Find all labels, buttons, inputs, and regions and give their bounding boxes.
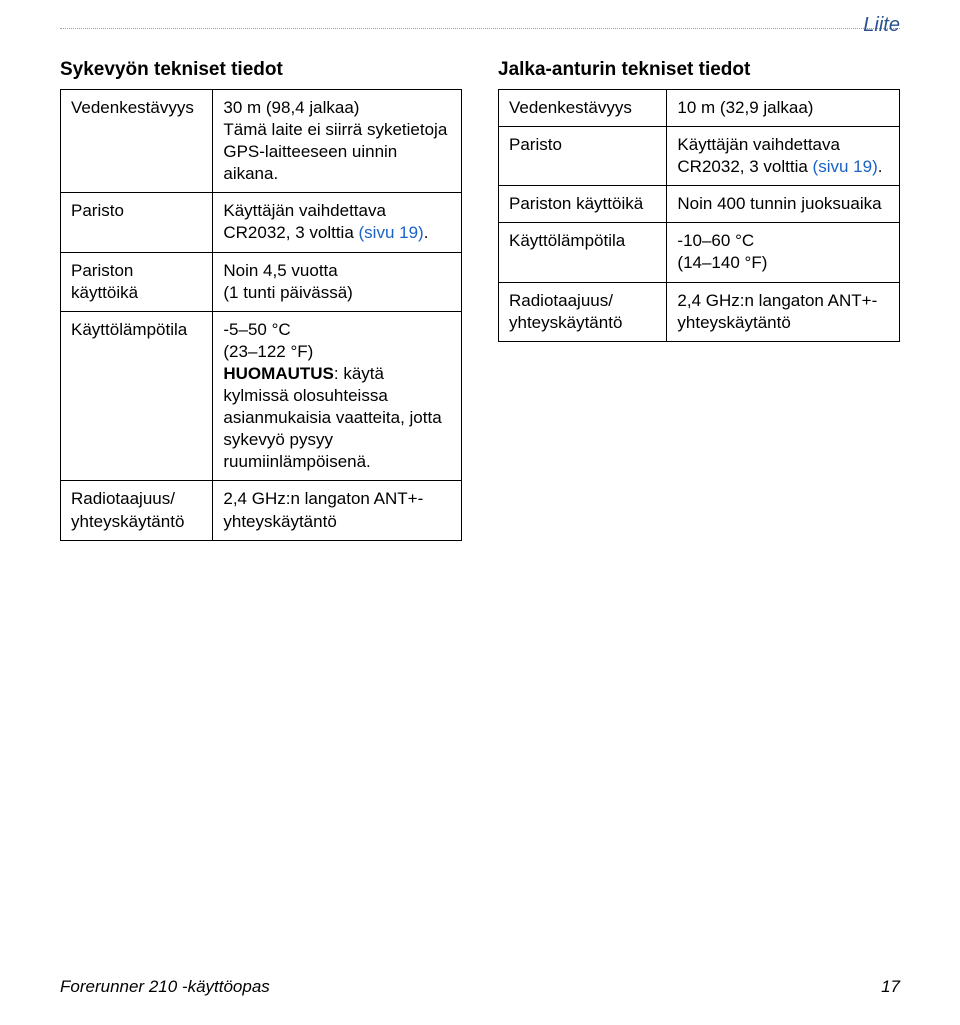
- right-column: Jalka-anturin tekniset tiedot Vedenkestä…: [498, 59, 900, 541]
- spec-key: Radiotaajuus/yhteyskäytäntö: [499, 282, 667, 341]
- table-row: Vedenkestävyys 10 m (32,9 jalkaa): [499, 90, 900, 127]
- right-spec-table: Vedenkestävyys 10 m (32,9 jalkaa) Parist…: [498, 89, 900, 342]
- value-suffix: .: [424, 223, 429, 242]
- table-row: Paristo Käyttäjän vaihdettava CR2032, 3 …: [499, 127, 900, 186]
- left-table-title: Sykevyön tekniset tiedot: [60, 59, 462, 81]
- table-row: Radiotaajuus/yhteyskäytäntö 2,4 GHz:n la…: [61, 481, 462, 540]
- value-pre: -5–50 °C(23–122 °F): [223, 320, 313, 361]
- spec-value: 2,4 GHz:n langaton ANT+-yhteyskäytäntö: [213, 481, 462, 540]
- table-row: Pariston käyttöikä Noin 400 tunnin juoks…: [499, 186, 900, 223]
- spec-value: 30 m (98,4 jalkaa)Tämä laite ei siirrä s…: [213, 90, 462, 193]
- spec-key: Käyttölämpötila: [61, 311, 213, 481]
- spec-value: Käyttäjän vaihdettava CR2032, 3 volttia …: [213, 193, 462, 252]
- spec-key: Käyttölämpötila: [499, 223, 667, 282]
- header-dotted-line: [60, 28, 900, 29]
- spec-value: 2,4 GHz:n langaton ANT+-yhteyskäytäntö: [667, 282, 900, 341]
- note-label: HUOMAUTUS: [223, 364, 334, 383]
- page-number: 17: [881, 977, 900, 997]
- spec-key: Pariston käyttöikä: [499, 186, 667, 223]
- spec-key: Pariston käyttöikä: [61, 252, 213, 311]
- left-spec-table: Vedenkestävyys 30 m (98,4 jalkaa)Tämä la…: [60, 89, 462, 541]
- spec-value: -10–60 °C(14–140 °F): [667, 223, 900, 282]
- table-row: Pariston käyttöikä Noin 4,5 vuotta(1 tun…: [61, 252, 462, 311]
- page-ref-link[interactable]: (sivu 19): [813, 157, 878, 176]
- page-footer: Forerunner 210 -käyttöopas 17: [60, 977, 900, 997]
- page-root: Liite Sykevyön tekniset tiedot Vedenkest…: [0, 0, 960, 1025]
- spec-key: Vedenkestävyys: [499, 90, 667, 127]
- table-row: Paristo Käyttäjän vaihdettava CR2032, 3 …: [61, 193, 462, 252]
- doc-title: Forerunner 210 -käyttöopas: [60, 977, 270, 997]
- table-row: Vedenkestävyys 30 m (98,4 jalkaa)Tämä la…: [61, 90, 462, 193]
- table-row: Käyttölämpötila -5–50 °C(23–122 °F) HUOMA…: [61, 311, 462, 481]
- two-column-layout: Sykevyön tekniset tiedot Vedenkestävyys …: [60, 59, 900, 541]
- spec-key: Vedenkestävyys: [61, 90, 213, 193]
- spec-value: Noin 400 tunnin juoksuaika: [667, 186, 900, 223]
- left-column: Sykevyön tekniset tiedot Vedenkestävyys …: [60, 59, 462, 541]
- spec-value: Noin 4,5 vuotta(1 tunti päivässä): [213, 252, 462, 311]
- table-row: Radiotaajuus/yhteyskäytäntö 2,4 GHz:n la…: [499, 282, 900, 341]
- spec-value: -5–50 °C(23–122 °F)HUOMAUTUS: käytä kylm…: [213, 311, 462, 481]
- spec-key: Radiotaajuus/yhteyskäytäntö: [61, 481, 213, 540]
- right-table-title: Jalka-anturin tekniset tiedot: [498, 59, 900, 81]
- spec-value: 10 m (32,9 jalkaa): [667, 90, 900, 127]
- table-row: Käyttölämpötila -10–60 °C(14–140 °F): [499, 223, 900, 282]
- page-ref-link[interactable]: (sivu 19): [359, 223, 424, 242]
- spec-key: Paristo: [61, 193, 213, 252]
- spec-value: Käyttäjän vaihdettava CR2032, 3 volttia …: [667, 127, 900, 186]
- value-suffix: .: [878, 157, 883, 176]
- section-label: Liite: [863, 14, 900, 37]
- spec-key: Paristo: [499, 127, 667, 186]
